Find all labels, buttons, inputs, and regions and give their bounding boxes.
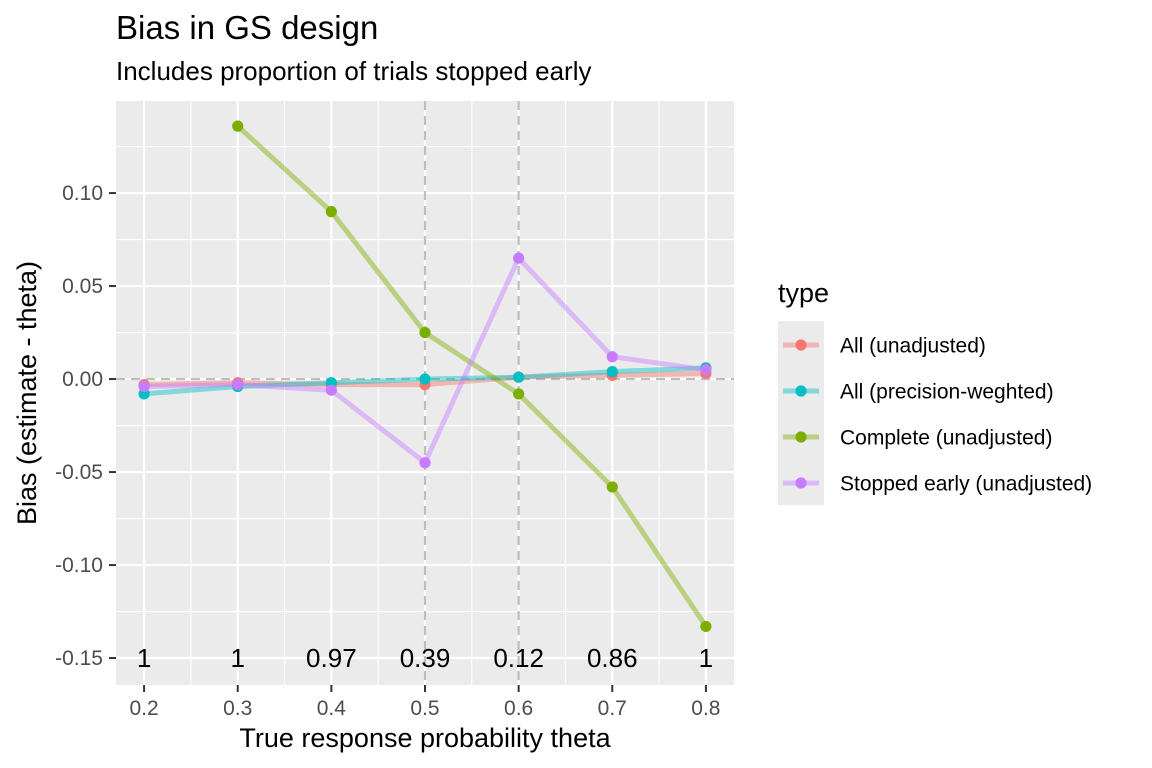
- annotation-label: 0.86: [587, 643, 638, 673]
- annotations: 1 1 0.97 0.39 0.12 0.86 1: [137, 643, 713, 673]
- annotation-label: 0.39: [400, 643, 451, 673]
- data-point-2-4: [513, 388, 525, 400]
- legend-key-panel: [778, 321, 824, 505]
- y-tick-label: 0.10: [62, 182, 103, 205]
- y-axis-title: Bias (estimate - theta): [12, 261, 42, 525]
- y-tick-label: 0.00: [62, 368, 103, 391]
- y-tick-label: -0.10: [55, 554, 103, 577]
- y-tick-label: -0.15: [55, 647, 103, 670]
- x-tick-label: 0.8: [691, 697, 720, 720]
- annotation-label: 1: [230, 643, 244, 673]
- data-point-3-4: [513, 252, 525, 264]
- x-axis: 0.2 0.3 0.4 0.5 0.6 0.7 0.8: [129, 685, 721, 720]
- legend: type All (unadjusted) All (precision-wegh…: [778, 278, 1092, 505]
- annotation-label: 0.12: [493, 643, 544, 673]
- data-point-2-5: [606, 481, 618, 493]
- legend-label-2: Complete (unadjusted): [840, 427, 1052, 450]
- legend-label-0: All (unadjusted): [840, 335, 986, 358]
- x-tick-label: 0.6: [504, 697, 533, 720]
- chart-title: Bias in GS design: [116, 9, 378, 46]
- x-tick-label: 0.4: [317, 697, 347, 720]
- legend-key-point-1: [795, 385, 807, 397]
- data-point-2-1: [232, 120, 244, 132]
- x-tick-label: 0.7: [598, 697, 627, 720]
- y-tick-label: 0.05: [62, 275, 103, 298]
- annotation-label: 1: [137, 643, 151, 673]
- y-tick-label: -0.05: [55, 461, 103, 484]
- x-axis-title: True response probability theta: [239, 723, 611, 753]
- data-point-2-2: [325, 206, 337, 218]
- chart-subtitle: Includes proportion of trials stopped ea…: [116, 56, 592, 86]
- data-point-3-1: [232, 379, 244, 391]
- x-tick-label: 0.3: [223, 697, 252, 720]
- legend-key-point-0: [795, 339, 807, 351]
- legend-key-point-2: [795, 431, 807, 443]
- data-point-1-4: [513, 371, 525, 383]
- annotation-label: 0.97: [306, 643, 357, 673]
- data-point-3-6: [700, 364, 712, 376]
- x-tick-label: 0.5: [410, 697, 439, 720]
- x-tick-label: 0.2: [129, 697, 158, 720]
- legend-label-1: All (precision-weghted): [840, 381, 1054, 404]
- y-axis: 0.10 0.05 0.00 -0.05 -0.10 -0.15: [55, 182, 116, 670]
- data-point-1-3: [419, 373, 431, 385]
- data-point-1-5: [606, 366, 618, 378]
- data-point-3-0: [138, 380, 150, 393]
- series-line-2: [235, 123, 709, 629]
- annotation-label: 1: [699, 643, 713, 673]
- series-points: [138, 120, 712, 633]
- legend-key-point-3: [795, 477, 807, 489]
- legend-label-3: Stopped early (unadjusted): [840, 473, 1092, 496]
- data-point-2-3: [419, 326, 431, 339]
- data-point-3-3: [419, 457, 431, 469]
- legend-title: type: [778, 278, 829, 308]
- data-point-2-6: [700, 620, 712, 633]
- data-point-3-5: [606, 351, 618, 363]
- data-point-3-2: [325, 384, 337, 396]
